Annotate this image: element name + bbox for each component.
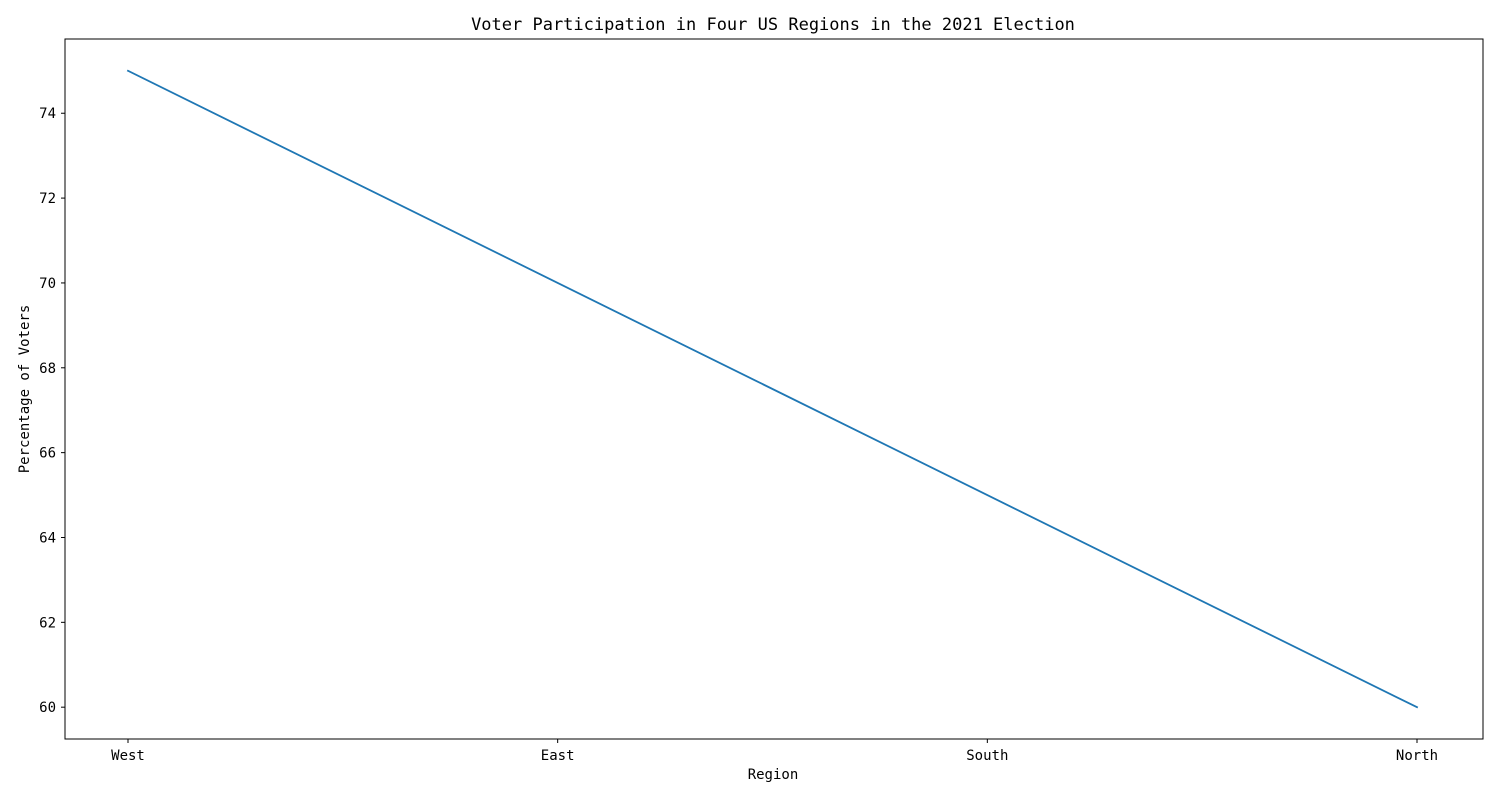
x-tick-label: West: [111, 748, 145, 764]
series-layer: [126, 69, 1419, 709]
x-tick-label: North: [1396, 748, 1438, 764]
y-axis: 60 62 64 66 68 70 72 74: [39, 106, 65, 716]
y-tick-label: 64: [39, 530, 56, 546]
y-tick-label: 74: [39, 106, 56, 122]
chart-title: Voter Participation in Four US Regions i…: [471, 15, 1075, 35]
y-tick-label: 62: [39, 615, 56, 631]
x-tick-label: South: [966, 748, 1008, 764]
y-tick-label: 68: [39, 361, 56, 377]
y-tick-label: 72: [39, 191, 56, 207]
y-tick-label: 60: [39, 700, 56, 716]
plot-area-frame: [64, 38, 1484, 740]
x-tick-label: East: [541, 748, 575, 764]
x-axis-label: Region: [748, 767, 799, 783]
x-axis: West East South North: [111, 739, 1438, 764]
series-line: [126, 69, 1419, 709]
y-tick-label: 66: [39, 446, 56, 462]
y-tick-label: 70: [39, 276, 56, 292]
y-axis-label: Percentage of Voters: [17, 305, 33, 474]
